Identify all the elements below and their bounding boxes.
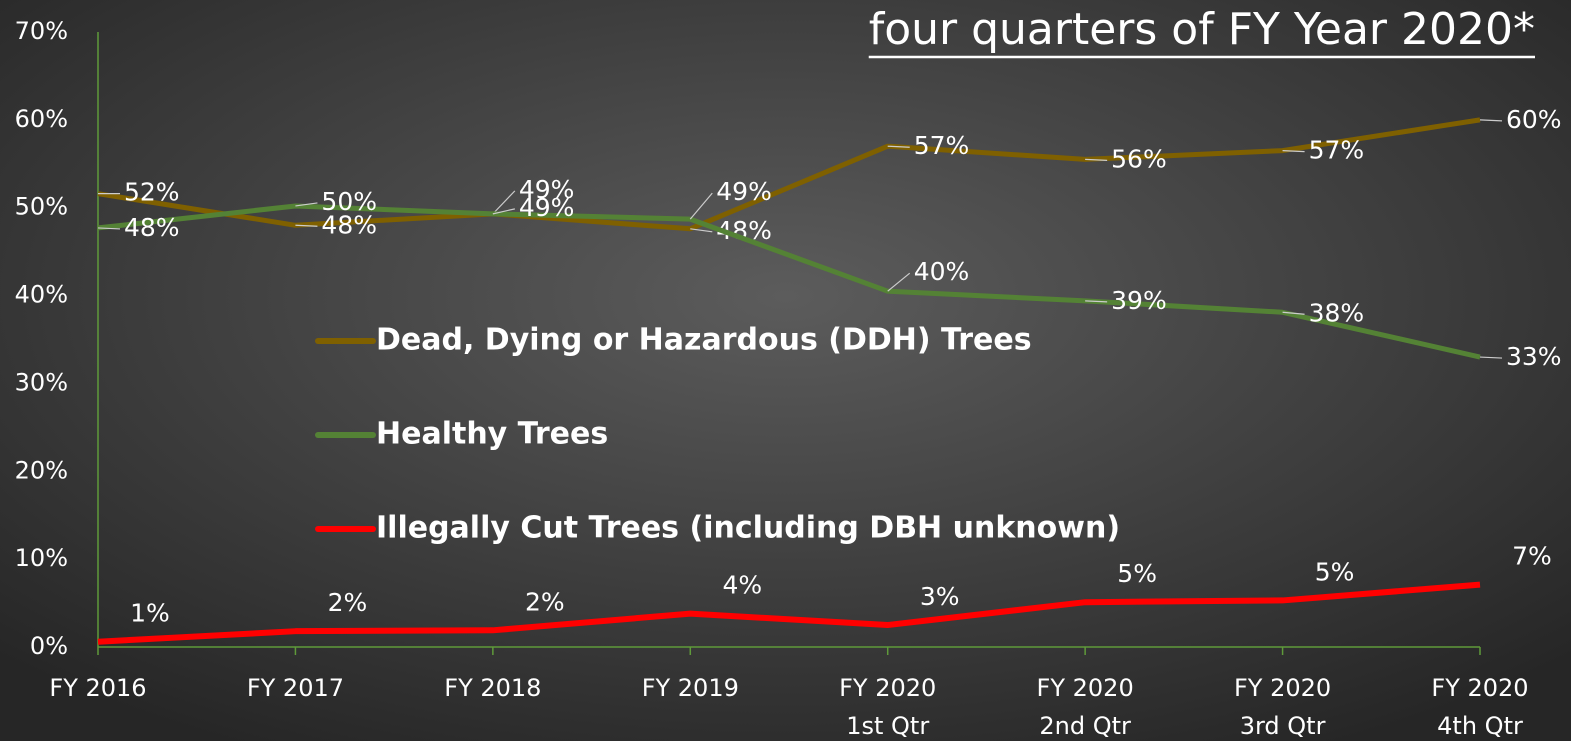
x-tick-label: FY 2020 — [1037, 674, 1134, 702]
x-tick-label: 4th Qtr — [1437, 712, 1523, 740]
data-label: 57% — [1309, 136, 1365, 165]
legend-label: Dead, Dying or Hazardous (DDH) Trees — [376, 323, 1032, 358]
data-label: 33% — [1506, 342, 1562, 371]
x-tick-label: FY 2017 — [247, 674, 344, 702]
x-tick-label: 2nd Qtr — [1039, 712, 1131, 740]
label-leader — [295, 224, 318, 227]
x-tick-label: FY 2019 — [642, 674, 739, 702]
label-leader — [887, 272, 911, 292]
y-tick-label: 40% — [15, 281, 68, 309]
label-leader — [492, 190, 516, 215]
data-label: 4% — [722, 571, 762, 600]
data-label: 2% — [328, 588, 368, 617]
label-leader — [295, 202, 318, 207]
data-label: 5% — [1315, 557, 1355, 586]
label-leader — [492, 208, 515, 215]
data-label: 57% — [914, 131, 970, 160]
data-label: 52% — [124, 178, 180, 207]
label-leader — [887, 145, 910, 148]
label-leader — [1282, 150, 1305, 153]
data-label: 39% — [1111, 286, 1167, 315]
label-leader — [1479, 356, 1503, 359]
data-label: 48% — [321, 210, 377, 239]
series-line — [97, 581, 1481, 645]
label-leader — [1282, 311, 1305, 315]
data-label: 56% — [1111, 144, 1167, 173]
x-tick-label: FY 2020 — [839, 674, 936, 702]
data-label: 40% — [914, 257, 970, 286]
y-tick-label: 10% — [15, 544, 68, 572]
legend-label: Healthy Trees — [376, 417, 608, 452]
y-tick-label: 30% — [15, 368, 68, 396]
data-label: 49% — [519, 175, 575, 204]
y-tick-label: 60% — [15, 105, 68, 133]
data-label: 7% — [1512, 542, 1552, 571]
y-tick-label: 50% — [15, 193, 68, 221]
label-leader — [1085, 300, 1108, 303]
x-tick-label: FY 2016 — [49, 674, 146, 702]
label-leader — [1479, 119, 1503, 122]
data-label: 60% — [1506, 105, 1562, 134]
label-leader — [97, 227, 121, 230]
chart-title: four quarters of FY Year 2020* — [869, 4, 1535, 55]
label-leader — [689, 192, 713, 220]
label-leader — [1085, 158, 1108, 161]
label-leader — [690, 228, 713, 233]
data-label: 48% — [124, 213, 180, 242]
data-label: 3% — [920, 582, 960, 611]
x-tick-label: FY 2020 — [1431, 674, 1528, 702]
x-tick-label: 3rd Qtr — [1240, 712, 1326, 740]
legend-label: Illegally Cut Trees (including DBH unkno… — [376, 511, 1120, 546]
data-label: 50% — [321, 187, 377, 216]
series-line — [97, 117, 1481, 232]
data-label: 1% — [130, 599, 170, 628]
x-tick-label: FY 2020 — [1234, 674, 1331, 702]
x-tick-label: 1st Qtr — [846, 712, 929, 740]
data-label: 49% — [716, 177, 772, 206]
y-tick-label: 20% — [15, 456, 68, 484]
data-label: 38% — [1309, 298, 1365, 327]
data-label: 5% — [1117, 559, 1157, 588]
series-line — [97, 203, 1481, 360]
y-tick-label: 70% — [15, 17, 68, 45]
data-label: 2% — [525, 587, 565, 616]
x-tick-label: FY 2018 — [444, 674, 541, 702]
data-label: 49% — [519, 193, 575, 222]
y-tick-label: 0% — [30, 632, 68, 660]
